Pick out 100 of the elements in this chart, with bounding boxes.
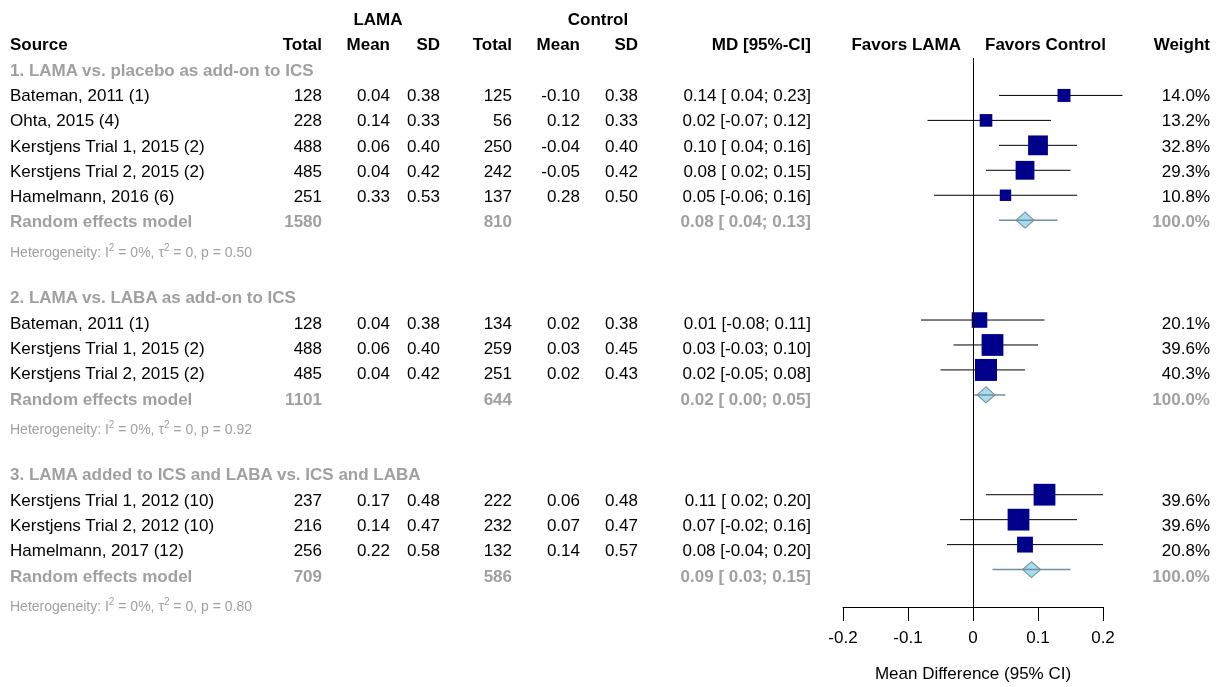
text: Random effects model xyxy=(10,389,193,409)
text: 0.14 [ 0.04; 0.23] xyxy=(683,85,811,105)
text: 0.43 xyxy=(604,364,638,384)
text: 0.28 xyxy=(546,187,580,207)
text: 0.33 xyxy=(604,111,638,131)
text: 0.08 [ 0.04; 0.13] xyxy=(680,212,811,232)
text: Kerstjens Trial 2, 2015 (2) xyxy=(10,161,205,181)
text: 0.10 [ 0.04; 0.16] xyxy=(683,136,811,156)
text: 0.04 xyxy=(356,313,390,333)
text: 216 xyxy=(293,516,322,536)
text: 586 xyxy=(483,566,512,586)
text: 20.8% xyxy=(1161,541,1210,561)
text: 0.48 xyxy=(604,490,638,510)
text: Hamelmann, 2016 (6) xyxy=(10,187,175,207)
text: 132 xyxy=(483,541,512,561)
text: 0.03 [-0.03; 0.10] xyxy=(682,338,811,358)
text: 0.42 xyxy=(406,161,440,181)
text: Heterogeneity: I$^{2}$ = 0%, τ$^{2}$ = 0, p = 0.92 xyxy=(10,418,252,437)
text: 0.04 xyxy=(356,364,390,384)
text: Bateman, 2011 (1) xyxy=(10,85,150,105)
text: 56 xyxy=(493,111,512,131)
text: 0.40 xyxy=(406,338,440,358)
text: 100.0% xyxy=(1152,212,1210,232)
text: 0.42 xyxy=(406,364,440,384)
text: 0.14 xyxy=(356,111,390,131)
text: 128 xyxy=(293,85,322,105)
x-tick-label: 0.2 xyxy=(1091,628,1115,647)
text: 0.33 xyxy=(406,111,440,131)
text: 242 xyxy=(483,161,512,181)
text: 1580 xyxy=(284,212,322,232)
text: 485 xyxy=(293,161,322,181)
text: 0.09 [ 0.03; 0.15] xyxy=(680,566,811,586)
text: 0.06 xyxy=(546,490,580,510)
text: 0.14 xyxy=(356,516,390,536)
text: 39.6% xyxy=(1161,516,1210,536)
text: 1. LAMA vs. placebo as add-on to ICS xyxy=(10,60,314,80)
text: 222 xyxy=(483,490,512,510)
text: 0.38 xyxy=(406,85,440,105)
text: 0.06 xyxy=(356,136,390,156)
text: 0.53 xyxy=(406,187,440,207)
category-label: Mean xyxy=(536,35,580,55)
text: Kerstjens Trial 1, 2012 (10) xyxy=(10,490,215,510)
text: Kerstjens Trial 1, 2015 (2) xyxy=(10,338,205,358)
text: 0.08 [ 0.02; 0.15] xyxy=(683,161,811,181)
text: 0.38 xyxy=(604,85,638,105)
text: 0.02 xyxy=(546,364,580,384)
text: 0.17 xyxy=(356,490,390,510)
text: Favors LAMA xyxy=(851,35,962,54)
text: 0.33 xyxy=(356,187,390,207)
text: 32.8% xyxy=(1161,136,1210,156)
text: Heterogeneity: I$^{2}$ = 0%, τ$^{2}$ = 0, p = 0.80 xyxy=(10,595,252,614)
text: Kerstjens Trial 1, 2015 (2) xyxy=(10,136,205,156)
text: 0.38 xyxy=(406,313,440,333)
text: 14.0% xyxy=(1161,85,1210,105)
point xyxy=(1028,135,1048,156)
text: 1101 xyxy=(285,389,322,409)
text: 39.6% xyxy=(1161,490,1210,510)
text: 0.01 [-0.08; 0.11] xyxy=(683,313,811,333)
text: 100.0% xyxy=(1152,566,1210,586)
x-tick-label: 0.1 xyxy=(1026,628,1050,647)
text: 0.07 xyxy=(546,516,580,536)
text: 0.04 xyxy=(356,161,390,181)
text: 485 xyxy=(293,364,322,384)
text: 251 xyxy=(483,364,512,384)
text: 259 xyxy=(483,338,512,358)
text: 250 xyxy=(483,136,512,156)
text: Kerstjens Trial 2, 2015 (2) xyxy=(10,364,205,384)
category-label: SD xyxy=(416,35,440,55)
text: Ohta, 2015 (4) xyxy=(10,111,120,131)
category-label: Source xyxy=(10,35,68,55)
text: 810 xyxy=(483,212,512,232)
text: 3. LAMA added to ICS and LABA vs. ICS and LABA xyxy=(10,465,421,485)
text: 0.04 xyxy=(356,85,390,105)
text: 0.02 [ 0.00; 0.05] xyxy=(680,389,811,409)
text: 0.48 xyxy=(406,490,440,510)
text: 0.47 xyxy=(604,516,638,536)
text: 0.12 xyxy=(546,111,580,131)
text: 709 xyxy=(293,566,322,586)
text: 0.02 [-0.07; 0.12] xyxy=(682,111,811,131)
text: 100.0% xyxy=(1152,389,1210,409)
text: 0.05 [-0.06; 0.16] xyxy=(682,187,811,207)
text: 251 xyxy=(293,187,322,207)
text: 0.42 xyxy=(604,161,638,181)
x-tick-label: -0.1 xyxy=(893,628,923,647)
text: 39.6% xyxy=(1161,338,1210,358)
text: 0.11 [ 0.02; 0.20] xyxy=(684,490,811,510)
text: Favors Control xyxy=(985,35,1106,54)
category-label: Mean xyxy=(346,35,390,55)
text: 0.03 xyxy=(546,338,580,358)
text: 488 xyxy=(293,136,322,156)
text: -0.10 xyxy=(541,85,580,105)
text: 0.45 xyxy=(604,338,638,358)
text: 40.3% xyxy=(1161,364,1210,384)
text: 137 xyxy=(483,187,512,207)
text: Hamelmann, 2017 (12) xyxy=(10,541,184,561)
text: 644 xyxy=(483,389,512,409)
text: 20.1% xyxy=(1161,313,1210,333)
text: Control xyxy=(566,10,630,30)
text: 134 xyxy=(483,313,512,333)
text: 0.47 xyxy=(406,516,440,536)
